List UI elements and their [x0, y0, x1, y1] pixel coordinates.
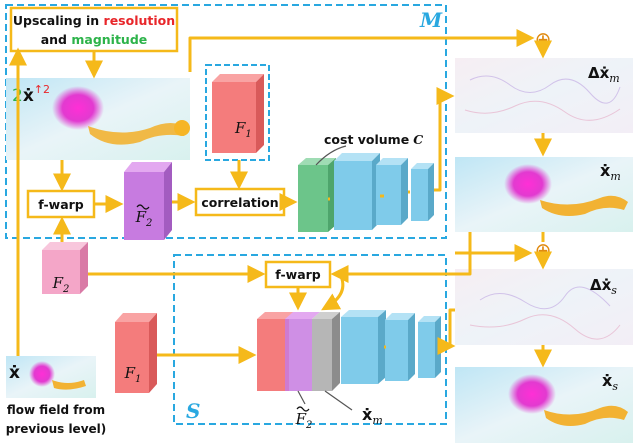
stacked-f1-s	[257, 312, 297, 391]
conv-layer-s-1	[341, 310, 386, 384]
input-flow-image	[6, 356, 96, 398]
xm-pointer-s	[324, 390, 353, 411]
upscaling-label-line1: Upscaling in resolution	[13, 13, 175, 28]
module-s-label: S	[186, 399, 200, 423]
stacked-f2-tilde-s	[285, 312, 320, 391]
delta-xm-image	[455, 58, 633, 133]
module-m-label: M	[419, 8, 443, 32]
conv-arrows	[380, 190, 410, 349]
module-m-box	[5, 4, 447, 239]
input-caption-line2: previous level)	[6, 422, 107, 436]
f1-label-m: F1	[234, 119, 252, 140]
correlation-label: correlation	[201, 195, 278, 210]
xs-label-right: ẋs	[602, 371, 618, 393]
input-flow-symbol: ẋ	[9, 363, 20, 383]
delta-xm-label: Δẋm	[588, 64, 620, 85]
xm-label-right: ẋm	[600, 161, 621, 183]
cost-volume-block	[298, 158, 336, 232]
f1-feature-block-s	[115, 313, 157, 393]
upscaling-label-line2: and magnitude	[41, 32, 148, 47]
conv-layer-s-2	[385, 313, 415, 381]
input-caption-line1: flow field from	[7, 403, 105, 417]
f2-feature-block-left	[42, 242, 88, 294]
upscaling-box	[9, 6, 179, 53]
cost-volume-pointer	[315, 145, 347, 166]
f2-label-left: F2	[52, 274, 70, 295]
conv-layer-m-3	[411, 163, 434, 221]
xs-image	[455, 367, 633, 443]
f2-tilde-label-m: F2	[135, 208, 153, 229]
connection-arrows	[9, 29, 552, 368]
conv-layer-m-2	[376, 158, 408, 225]
f2-tilde-block-m	[124, 162, 172, 240]
f2-tilde-label-s: F2	[295, 410, 313, 431]
add-icon-top: ⊕	[535, 27, 552, 51]
f2-tilde-tilde-s	[296, 406, 310, 412]
upscaled-flow-image	[6, 78, 190, 160]
delta-xs-image	[455, 269, 633, 345]
cost-volume-label: cost volume C	[324, 132, 423, 147]
f1-label-s: F1	[124, 364, 142, 385]
xm-image	[455, 157, 633, 232]
stacked-xm-s	[312, 312, 340, 391]
f2-tilde-tilde-m	[136, 204, 150, 210]
xm-label-s: ẋm	[362, 405, 383, 427]
f1-feature-block-m	[212, 74, 264, 153]
conv-layer-m-1	[334, 153, 380, 230]
conv-layer-s-3	[418, 316, 441, 378]
delta-xs-label: Δẋs	[590, 276, 617, 297]
fwarp-label-s: f-warp	[275, 267, 321, 282]
f2-tilde-pointer-s	[297, 390, 306, 405]
fwarp-label-m: f-warp	[38, 197, 84, 212]
